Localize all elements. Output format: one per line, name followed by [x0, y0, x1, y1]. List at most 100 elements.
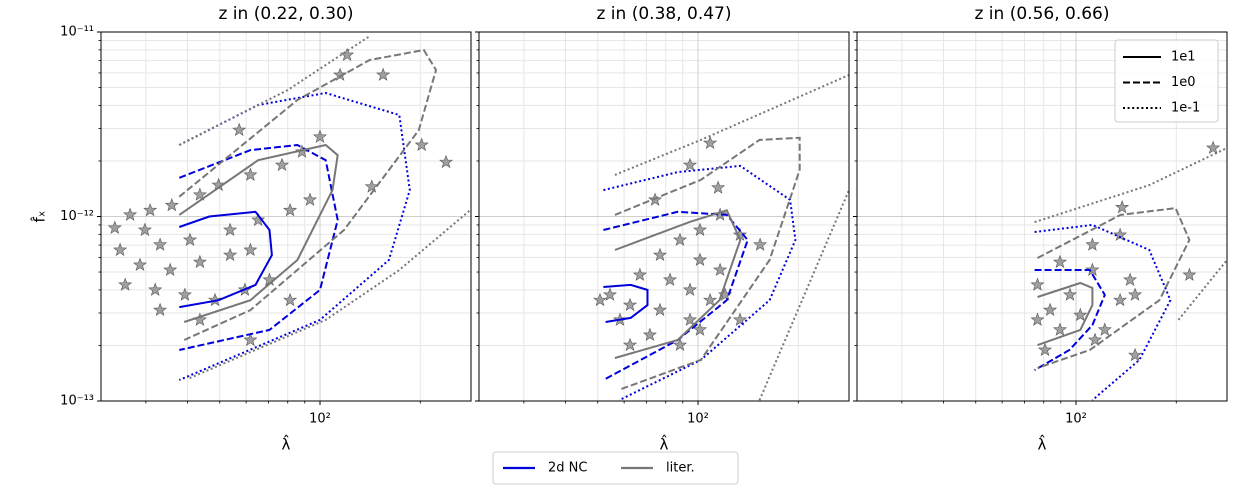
star-point: [682, 157, 698, 171]
star-point: [148, 282, 163, 296]
star-point: [652, 247, 668, 261]
x-axis-label: λ̂: [1038, 434, 1047, 454]
star-point: [1087, 332, 1103, 346]
star-point: [593, 292, 608, 307]
star-point: [143, 202, 158, 217]
star-point: [1073, 307, 1088, 322]
panel-title: z in (0.38, 0.47): [596, 4, 731, 24]
star-point: [1206, 140, 1221, 154]
star-point: [107, 220, 122, 234]
star-point: [642, 327, 657, 341]
star-point: [376, 67, 391, 81]
star-point: [153, 302, 168, 316]
contour-line: [178, 91, 411, 381]
star-point: [1123, 272, 1137, 286]
plot-area: [107, 35, 471, 381]
star-point: [602, 287, 617, 301]
star-point: [439, 154, 454, 169]
legend-label: 1e-1: [1171, 101, 1200, 116]
star-point: [1037, 342, 1053, 357]
star-point: [652, 302, 668, 316]
star-point: [682, 312, 698, 326]
x-tick-label: 10²: [309, 412, 331, 427]
contour-line: [1034, 147, 1227, 321]
contour-line: [1034, 223, 1172, 401]
star-point: [692, 252, 708, 267]
star-point: [1085, 262, 1100, 276]
star-point: [1030, 312, 1045, 326]
contour-line: [1037, 281, 1094, 347]
y-tick-label: 10⁻¹³: [60, 394, 94, 409]
contour-line: [178, 210, 273, 309]
axes-frame: [856, 31, 1228, 402]
legend-label: 1e0: [1171, 75, 1196, 90]
y-tick-label: 10⁻¹²: [60, 209, 94, 224]
star-point: [672, 337, 688, 351]
star-point: [1113, 292, 1128, 307]
star-point: [208, 292, 223, 307]
star-point: [340, 47, 355, 61]
contour-line: [614, 74, 849, 401]
contour-line: [614, 209, 742, 359]
star-point: [713, 262, 728, 276]
star-point: [312, 129, 328, 143]
x-tick-label: 10²: [687, 412, 709, 427]
plot-area: [593, 74, 849, 401]
contour-line: [1037, 207, 1191, 369]
y-axis-label: f̂ₓ: [30, 211, 49, 223]
star-point: [1043, 302, 1058, 316]
star-point: [333, 67, 348, 81]
star-point: [622, 297, 638, 312]
star-point: [622, 337, 638, 351]
star-point: [283, 202, 298, 217]
star-point: [1052, 254, 1068, 269]
star-point: [232, 122, 247, 136]
star-point: [243, 167, 258, 181]
star-point: [1030, 277, 1045, 291]
y-tick-label: 10⁻¹¹: [60, 25, 94, 40]
star-point: [1085, 237, 1100, 251]
star-point: [364, 179, 379, 193]
star-point: [243, 242, 258, 256]
star-point: [283, 292, 298, 307]
star-point: [153, 237, 168, 251]
star-point: [132, 257, 147, 271]
star-point: [703, 292, 718, 307]
star-point: [192, 187, 207, 201]
star-point: [192, 254, 207, 269]
star-point: [732, 312, 748, 326]
legend-box: [1114, 39, 1219, 123]
star-point: [243, 332, 258, 346]
contour-line: [178, 143, 339, 323]
star-point: [274, 157, 290, 171]
star-point: [1128, 287, 1143, 301]
star-point: [137, 222, 152, 237]
contour-line: [603, 164, 797, 401]
star-point: [414, 137, 429, 151]
star-point: [223, 247, 238, 261]
star-point: [1128, 347, 1143, 362]
panel-title: z in (0.22, 0.30): [218, 4, 353, 24]
legend-box: [492, 451, 739, 485]
legend-label: liter.: [666, 461, 695, 476]
star-point: [1062, 287, 1077, 301]
star-point: [1182, 267, 1197, 281]
star-point: [713, 207, 728, 221]
contour-line: [603, 283, 649, 323]
axes-frame: [478, 31, 850, 402]
x-tick-label: 10²: [1065, 412, 1087, 427]
star-point: [692, 222, 708, 237]
star-point: [703, 135, 718, 149]
contour-line: [178, 48, 438, 341]
star-point: [632, 267, 647, 281]
star-point: [182, 232, 198, 246]
star-point: [1115, 200, 1130, 214]
star-point: [753, 237, 768, 251]
legend-label: 1e1: [1171, 50, 1196, 65]
x-axis-label: λ̂: [282, 434, 291, 454]
x-axis-label: λ̂: [660, 434, 669, 454]
contour-line: [178, 35, 471, 380]
star-point: [1097, 322, 1112, 336]
star-point: [662, 272, 678, 286]
panel-title: z in (0.56, 0.66): [974, 4, 1109, 24]
